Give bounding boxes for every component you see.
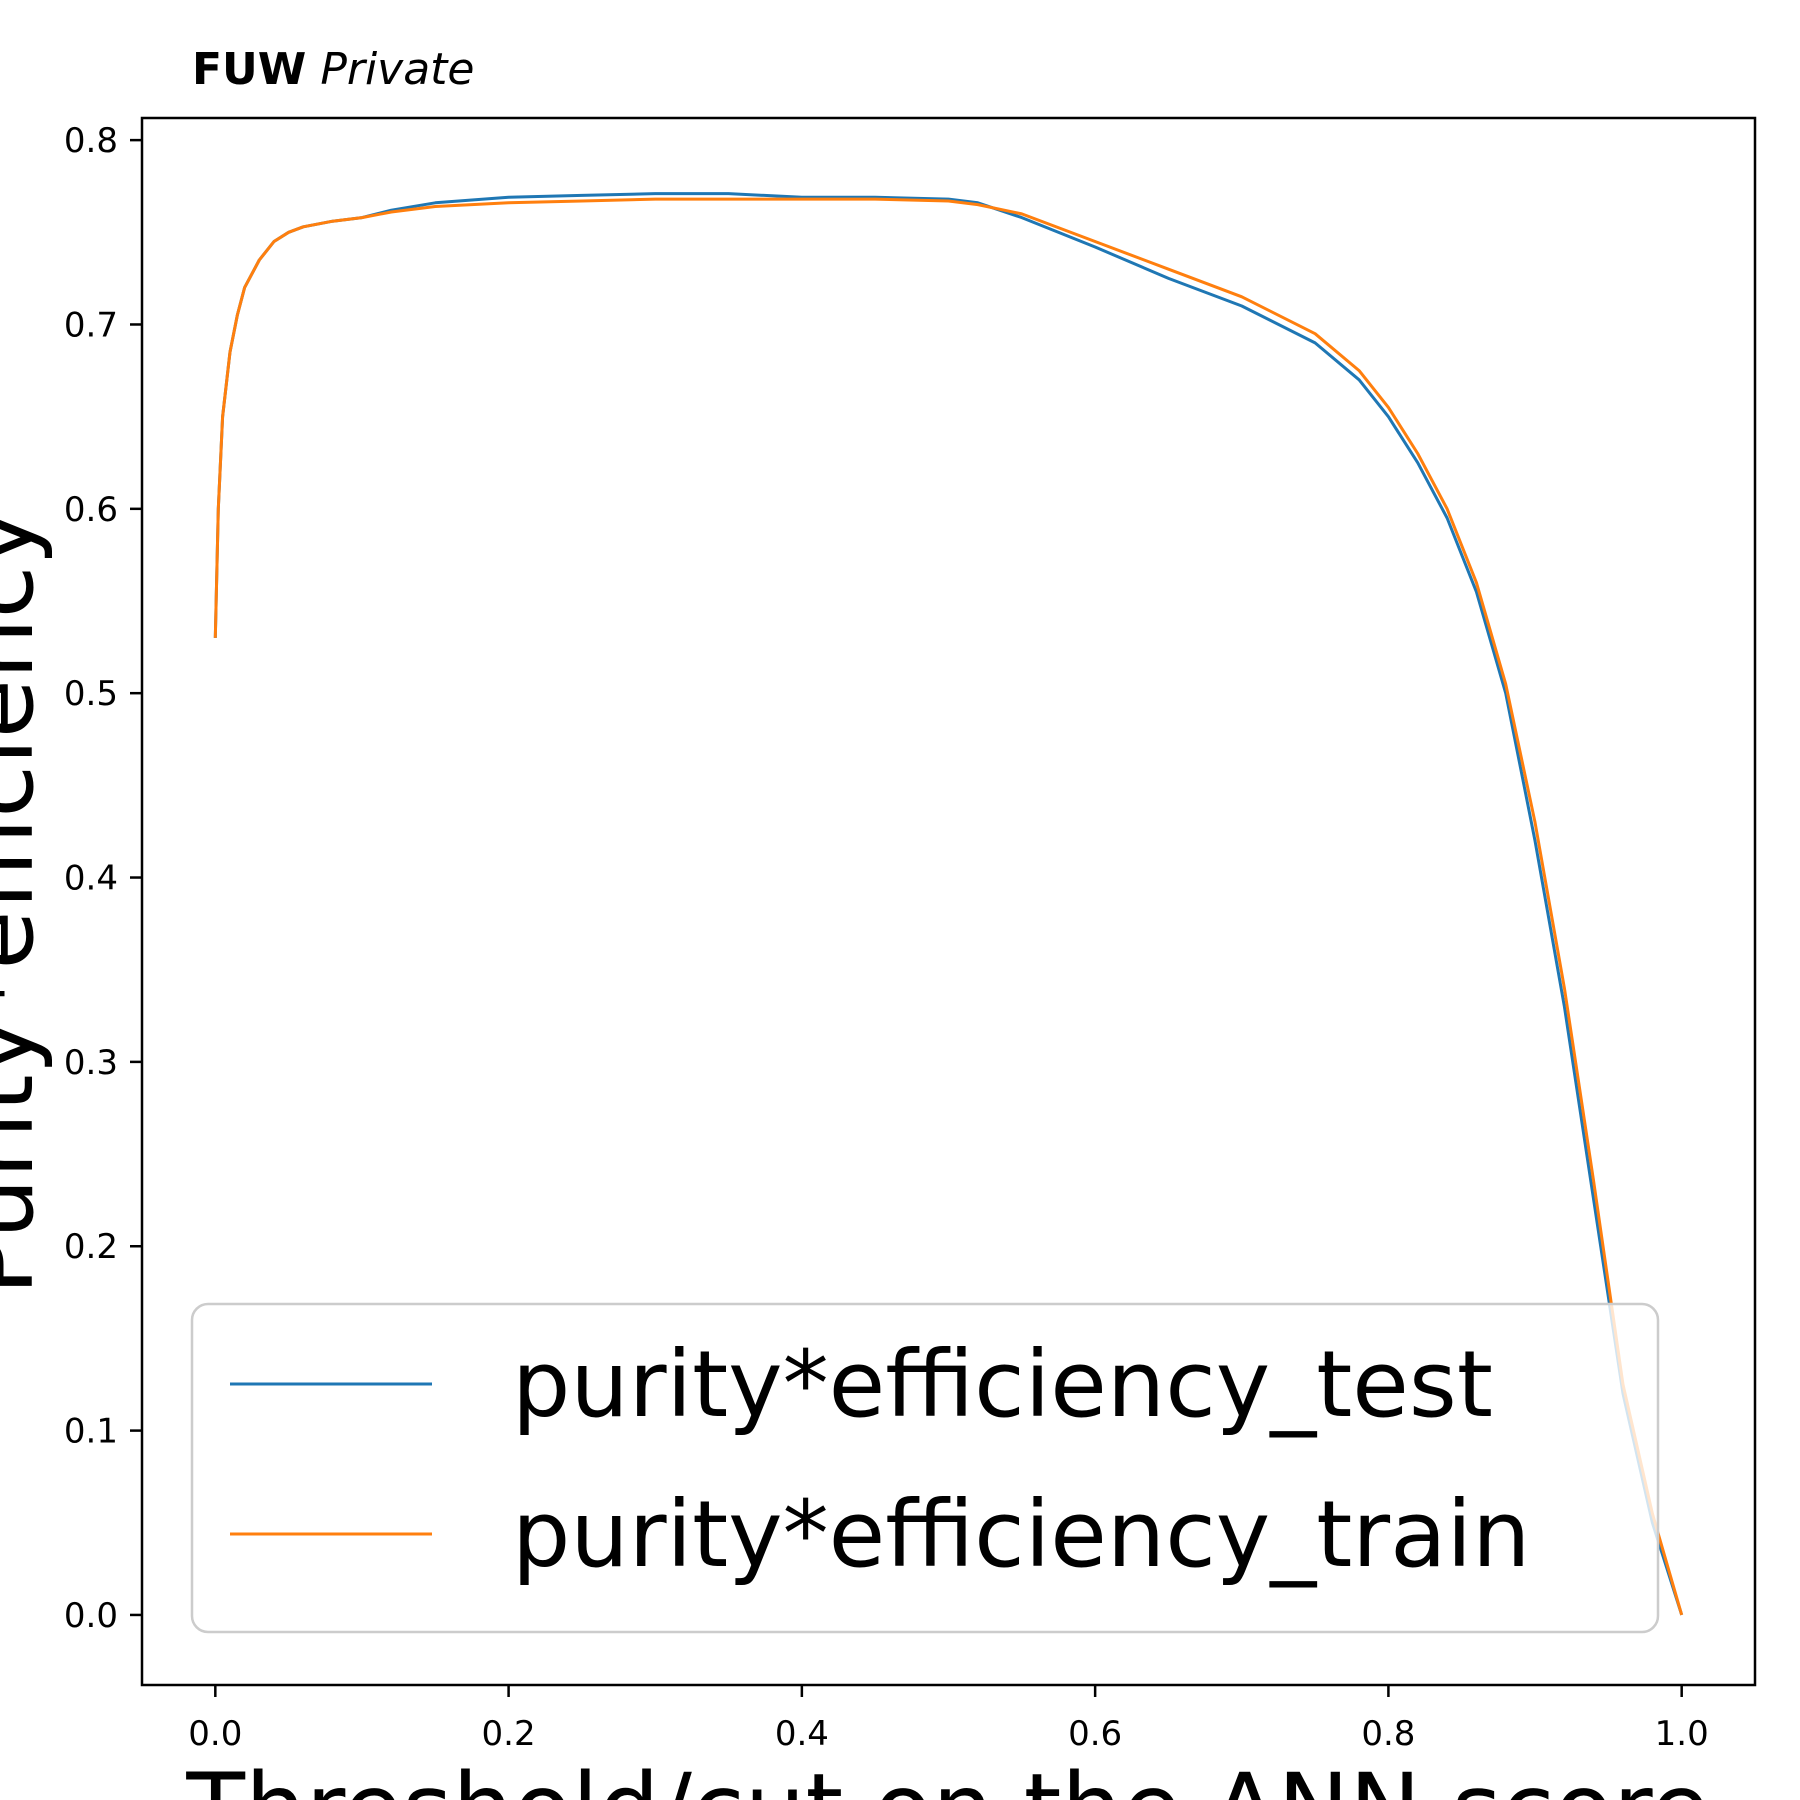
y-tick-label: 0.7 <box>64 305 118 345</box>
x-tick-label: 0.2 <box>482 1714 536 1754</box>
x-axis-title: Threshold/cut on the ANN score <box>185 1753 1709 1800</box>
plot-frame <box>140 116 1757 1687</box>
legend-label-test: purity*efficiency_test <box>512 1331 1493 1438</box>
header-italic-text: Private <box>320 44 474 95</box>
series-line-train <box>213 197 1684 1616</box>
y-tick-label: 0.0 <box>64 1596 118 1636</box>
header-bold-text: FUW <box>192 44 306 95</box>
legend: purity*efficiency_test purity*efficiency… <box>190 1302 1660 1634</box>
y-tick-label: 0.3 <box>64 1043 118 1083</box>
x-tick-label: 0.4 <box>775 1714 829 1754</box>
y-tick-label: 0.5 <box>64 674 118 714</box>
y-tick-label: 0.2 <box>64 1227 118 1267</box>
x-tick-label: 0.8 <box>1361 1714 1415 1754</box>
x-tick-label: 1.0 <box>1655 1714 1709 1754</box>
y-axis-title: Purity*efficiency <box>0 509 55 1295</box>
y-axis-ticks: 0.0 0.1 0.2 0.3 0.4 0.5 0.6 0.7 0.8 <box>64 121 142 1636</box>
series-lines <box>213 192 1684 1616</box>
legend-label-train: purity*efficiency_train <box>512 1481 1530 1588</box>
y-tick-label: 0.6 <box>64 490 118 530</box>
legend-box <box>190 1302 1660 1634</box>
x-axis-ticks: 0.0 0.2 0.4 0.6 0.8 1.0 <box>188 1685 1709 1754</box>
y-tick-label: 0.1 <box>64 1412 118 1452</box>
x-tick-label: 0.0 <box>188 1714 242 1754</box>
y-tick-label: 0.4 <box>64 859 118 899</box>
x-tick-label: 0.6 <box>1068 1714 1122 1754</box>
header-label: FUW Private <box>192 44 475 95</box>
y-tick-label: 0.8 <box>64 121 118 161</box>
